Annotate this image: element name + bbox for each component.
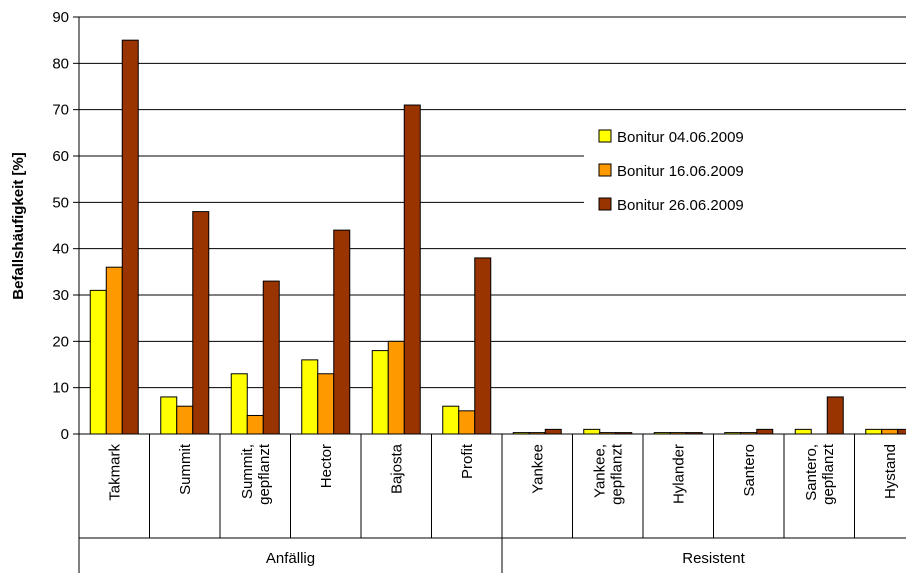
y-tick-label: 70 (52, 102, 69, 119)
bar (474, 257, 492, 435)
x-tick-label: Summit, (239, 444, 256, 499)
legend: Bonitur 04.06.2009 Bonitur 16.06.2009 Boni… (584, 120, 906, 215)
group-label: Resistent (682, 550, 745, 567)
x-tick-label: Bajosta (388, 443, 405, 494)
group-labels: Anfällig Resistent (266, 550, 746, 567)
bar (262, 280, 280, 435)
group-label: Anfällig (266, 550, 315, 567)
bar (826, 396, 844, 435)
bar (371, 350, 389, 435)
bar (192, 211, 210, 435)
legend-swatch (598, 129, 612, 143)
bar (121, 39, 139, 435)
y-tick-label: 30 (52, 287, 69, 304)
x-tick-label: gepflanzt (608, 443, 625, 505)
x-tick-label: Profit (459, 443, 476, 479)
x-tick-label: Hylander (670, 444, 687, 504)
bar (881, 428, 899, 435)
y-tick-labels: 0 10 20 30 40 50 60 70 80 90 (52, 9, 69, 443)
legend-swatch (598, 197, 612, 211)
bar (756, 428, 774, 435)
bar (544, 428, 562, 435)
bar (301, 359, 319, 435)
x-tick-label: Takmark (106, 444, 123, 501)
category-labels: Takmark Summit Summit, gepflanzt Hector Bajos… (106, 443, 899, 505)
y-tick-label: 40 (52, 241, 69, 258)
y-tick-label: 50 (52, 194, 69, 211)
bar (246, 414, 264, 435)
x-tick-label: Santero, (803, 444, 820, 501)
x-tick-label: Hystand (882, 444, 899, 499)
bar (160, 396, 178, 435)
bar (897, 428, 906, 435)
y-tick-label: 60 (52, 148, 69, 165)
y-axis-label: Befallshäufigkeit [%] (10, 152, 27, 300)
axes (78, 17, 906, 573)
bar (89, 289, 107, 435)
bar (317, 373, 335, 435)
x-tick-label: gepflanzt (820, 443, 837, 505)
y-tick-label: 90 (52, 9, 69, 26)
bar (176, 405, 194, 435)
y-tick-label: 80 (52, 55, 69, 72)
x-tick-label: Hector (318, 444, 335, 488)
x-tick-label: Santero (741, 444, 758, 497)
bar (403, 104, 421, 435)
bars (89, 39, 906, 435)
legend-swatch (598, 163, 612, 177)
x-tick-label: gepflanzt (256, 443, 273, 505)
x-tick-label: Summit (177, 443, 194, 495)
bar (105, 266, 123, 435)
legend-label: Bonitur 16.06.2009 (617, 163, 744, 180)
bar (230, 373, 248, 435)
bar (333, 229, 351, 435)
y-tick-label: 10 (52, 380, 69, 397)
bar (865, 428, 883, 435)
bar (387, 340, 405, 435)
legend-label: Bonitur 04.06.2009 (617, 129, 744, 146)
bar (458, 410, 476, 435)
y-tick-label: 0 (61, 426, 69, 443)
y-tick-label: 20 (52, 333, 69, 350)
x-tick-label: Yankee, (591, 444, 608, 498)
bar (442, 405, 460, 435)
x-tick-label: Yankee (529, 444, 546, 494)
bar (794, 428, 812, 435)
legend-label: Bonitur 26.06.2009 (617, 197, 744, 214)
bar (583, 428, 601, 435)
